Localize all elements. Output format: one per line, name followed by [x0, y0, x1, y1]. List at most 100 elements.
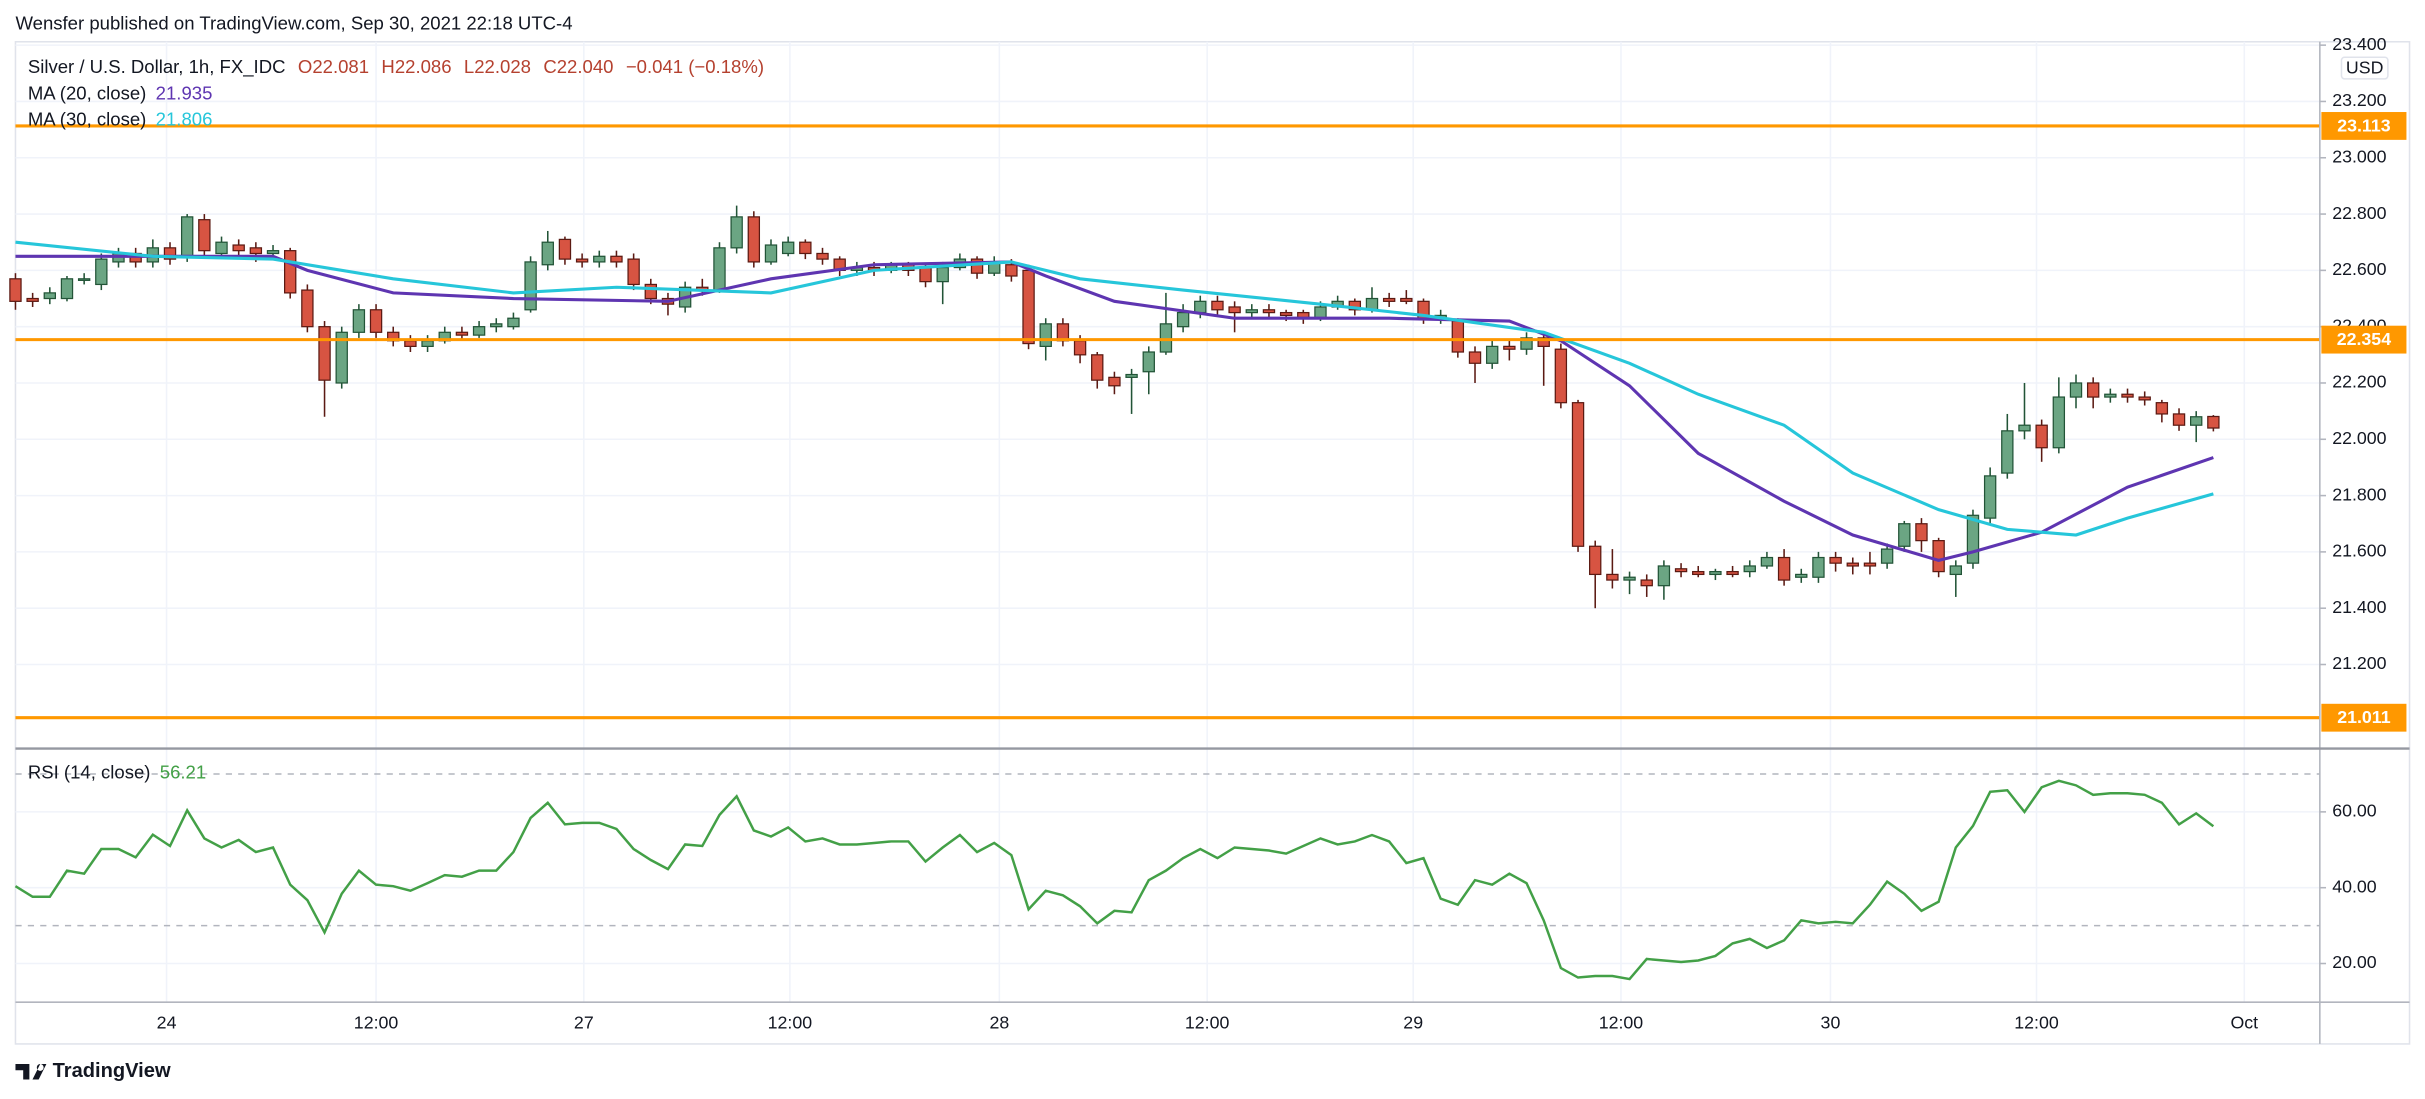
candle-body [764, 244, 778, 263]
brand-name: TradingView [53, 1060, 171, 1082]
candle-body [1245, 309, 1258, 314]
candle-body [60, 278, 74, 300]
ma30-legend: MA (30, close) 21.806 [28, 109, 213, 130]
candle-body [1829, 556, 1842, 564]
candle-body [781, 241, 795, 255]
candle-body [1726, 570, 1739, 576]
candle-body [2018, 424, 2031, 432]
candle-body [284, 250, 297, 294]
y-tick-label: 21.200 [2332, 653, 2386, 673]
candle-body [1039, 323, 1052, 347]
rsi-tick-label: 20.00 [2332, 952, 2377, 972]
candle-body [919, 266, 932, 283]
candle-body [301, 289, 314, 328]
candle-body [730, 216, 743, 249]
rsi-legend: RSI (14, close) 56.21 [28, 761, 206, 782]
plot-layer: 24 12:00 27 12:00 28 12:00 29 12:00 30 12:00 Oct 21… [9, 34, 2407, 1033]
candle-body [799, 241, 812, 255]
x-tick-label: 28 [989, 1013, 1009, 1033]
candle-body [1142, 351, 1155, 373]
currency-label: USD [2346, 58, 2384, 78]
candle-body [593, 255, 606, 263]
x-tick-label: 12:00 [1599, 1013, 1644, 1033]
candle-body [335, 331, 348, 384]
candle-body [1692, 570, 1705, 576]
candle-body [524, 261, 537, 311]
level-label: 22.354 [2337, 329, 2391, 349]
candle-body [1125, 373, 1138, 378]
ohlc-change: −0.041 (−0.18%) [626, 56, 764, 77]
candle-body [1279, 311, 1293, 317]
candle-body [1709, 570, 1722, 576]
x-tick-label: 12:00 [354, 1013, 399, 1033]
y-tick-label: 21.400 [2332, 597, 2386, 617]
candle-body [232, 244, 245, 252]
candle-body [77, 278, 91, 281]
symbol-title: Silver / U.S. Dollar, 1h, FX_IDC [28, 56, 286, 78]
candle-body [1537, 337, 1550, 347]
level-label: 21.011 [2337, 707, 2390, 727]
candle-body [1485, 345, 1499, 364]
candle-body [249, 247, 263, 255]
candle-body [1503, 345, 1516, 350]
candle-body [2104, 393, 2117, 398]
candle-body [1966, 514, 1980, 564]
rsi-tick-label: 40.00 [2332, 876, 2377, 896]
candle-body [2190, 416, 2203, 426]
ma-line [15, 240, 2214, 537]
candle-body [1795, 573, 1808, 578]
ma30-value: 21.806 [156, 109, 213, 130]
candle-body [558, 238, 572, 260]
candle-body [421, 340, 434, 347]
currency-box [2340, 56, 2389, 80]
candle-body [1812, 556, 1825, 578]
candle-body [2001, 430, 2014, 474]
ohlc-high: H22.086 [381, 56, 451, 77]
candle-body [1073, 340, 1087, 356]
candle-body [1194, 300, 1207, 314]
candle-body [404, 340, 417, 347]
candle-body [95, 258, 108, 286]
candle-body [1777, 556, 1791, 581]
x-tick-label: 12:00 [2014, 1013, 2059, 1033]
brand-logo [15, 1064, 47, 1080]
level-label: 23.113 [2337, 115, 2390, 135]
candle-body [1159, 323, 1173, 353]
x-tick-label: 12:00 [1185, 1013, 1230, 1033]
candle-body [575, 258, 589, 263]
candle-body [627, 258, 640, 286]
candle-body [610, 255, 623, 263]
x-tick-label: 24 [157, 1013, 177, 1033]
y-tick-label: 22.800 [2332, 203, 2386, 223]
candle-body [1983, 475, 1997, 519]
candle-body [472, 326, 486, 336]
candle-body [26, 297, 39, 302]
candle-body [1468, 351, 1482, 364]
candle-body [1108, 376, 1121, 387]
candle-body [1400, 297, 1413, 302]
candle-body [1022, 269, 1035, 345]
y-tick-label: 23.200 [2332, 90, 2386, 110]
candle-body [2052, 396, 2066, 449]
candle-body [1211, 300, 1224, 311]
candle-body [1657, 565, 1671, 587]
candle-body [1606, 573, 1619, 581]
level-label-box [2321, 703, 2407, 732]
candle-body [1005, 264, 1018, 277]
candle-body [490, 323, 503, 328]
candle-body [9, 278, 22, 302]
candle-body [2138, 396, 2151, 401]
ohlc-open: O22.081 [298, 56, 369, 77]
brand: TradingView [15, 1060, 171, 1082]
candle-body [198, 219, 211, 252]
candle-body [644, 283, 657, 300]
candle-body [970, 258, 984, 274]
candle-body [1382, 297, 1396, 302]
candle-body [2155, 402, 2169, 415]
candle-body [43, 292, 57, 300]
frame [14, 40, 2411, 1045]
candle-body [369, 309, 383, 333]
candle-body [2121, 393, 2134, 398]
x-tick-label: Oct [2230, 1013, 2258, 1033]
